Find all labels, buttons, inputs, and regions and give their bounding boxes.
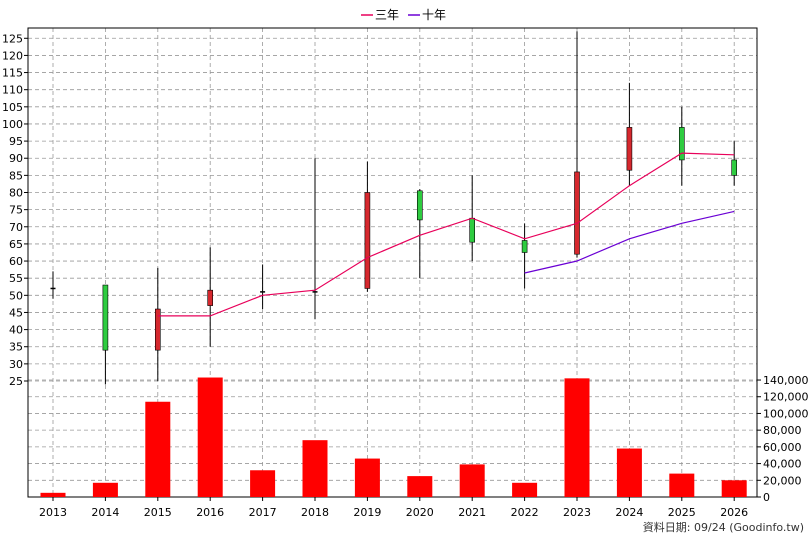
candle-body-down (364, 192, 371, 289)
candle-body-down (155, 308, 161, 351)
price-tick-label: 60 (9, 255, 23, 268)
year-tick-label: 2025 (668, 506, 696, 519)
volume-bar (616, 448, 642, 497)
volume-tick-label: 40,000 (763, 458, 802, 471)
price-tick-label: 55 (9, 272, 23, 285)
price-tick-label: 110 (2, 84, 23, 97)
year-tick-label: 2020 (406, 506, 434, 519)
volume-bar (92, 482, 118, 497)
three-year-line (157, 152, 735, 317)
grid (28, 28, 757, 497)
data-date-footer: 資料日期: 09/24 (Goodinfo.tw) (643, 520, 804, 534)
price-tick-label: 45 (9, 306, 23, 319)
candle-body-up (678, 127, 685, 161)
volume-bar (145, 401, 171, 497)
legend: 三年 十年 (361, 8, 446, 22)
candle-body-up (469, 217, 476, 243)
volume-bar (302, 440, 328, 497)
year-tick-label: 2013 (39, 506, 67, 519)
candle-body-down (207, 289, 213, 306)
volume-tick-label: 0 (763, 491, 770, 504)
plot-border (27, 27, 758, 498)
candle-body-down (574, 171, 580, 255)
price-tick-label: 125 (2, 32, 23, 45)
price-tick-label: 65 (9, 238, 23, 251)
volume-bar (407, 476, 433, 497)
volume-bar (250, 470, 276, 497)
volume-bar (459, 464, 485, 497)
year-tick-label: 2019 (353, 506, 381, 519)
price-tick-label: 40 (9, 324, 23, 337)
price-tick-label: 100 (2, 118, 23, 131)
price-tick-label: 50 (9, 289, 23, 302)
volume-bar (40, 492, 66, 497)
legend-label-three-year: 三年 (375, 8, 399, 22)
year-tick-label: 2026 (720, 506, 748, 519)
price-tick-label: 35 (9, 341, 23, 354)
volume-bar (354, 458, 380, 497)
price-tick-label: 25 (9, 375, 23, 388)
year-tick-label: 2023 (563, 506, 591, 519)
price-tick-label: 90 (9, 152, 23, 165)
year-tick-label: 2016 (196, 506, 224, 519)
year-tick-label: 2022 (511, 506, 539, 519)
candle-body-up (102, 284, 109, 351)
candles (50, 31, 738, 385)
year-tick-label: 2021 (458, 506, 486, 519)
price-tick-label: 120 (2, 49, 23, 62)
candle-body-up (731, 159, 738, 176)
year-tick-label: 2018 (301, 506, 329, 519)
year-tick-label: 2015 (144, 506, 172, 519)
price-tick-label: 85 (9, 169, 23, 182)
year-tick-label: 2014 (91, 506, 119, 519)
legend-label-ten-year: 十年 (422, 8, 446, 22)
volume-tick-label: 80,000 (763, 424, 802, 437)
volume-tick-label: 20,000 (763, 474, 802, 487)
price-tick-label: 105 (2, 101, 23, 114)
price-tick-label: 115 (2, 67, 23, 80)
volume-tick-label: 120,000 (763, 391, 808, 404)
price-tick-label: 70 (9, 221, 23, 234)
price-tick-label: 75 (9, 204, 23, 217)
volume-bar (512, 482, 538, 497)
volume-bar (669, 473, 695, 497)
price-tick-label: 80 (9, 187, 23, 200)
candle-body-down (626, 127, 633, 171)
plot-frame (27, 27, 758, 498)
volume-bars (40, 377, 747, 497)
volume-tick-label: 100,000 (763, 407, 808, 420)
volume-bar (721, 480, 747, 497)
volume-bar (197, 377, 223, 497)
volume-tick-label: 60,000 (763, 441, 802, 454)
volume-bar (564, 378, 590, 497)
year-tick-label: 2017 (249, 506, 277, 519)
price-tick-label: 95 (9, 135, 23, 148)
volume-tick-label: 140,000 (763, 374, 808, 387)
average-lines (157, 152, 735, 317)
axis-ticks: 25 30 35 40 45 50 55 60 65 70 75 80 85 90 95 100 105 110 1… (2, 32, 808, 519)
ten-year-line (524, 210, 735, 274)
candle-body-up (416, 190, 423, 221)
price-tick-label: 30 (9, 358, 23, 371)
candle-body-up (521, 240, 528, 253)
year-tick-label: 2024 (615, 506, 643, 519)
